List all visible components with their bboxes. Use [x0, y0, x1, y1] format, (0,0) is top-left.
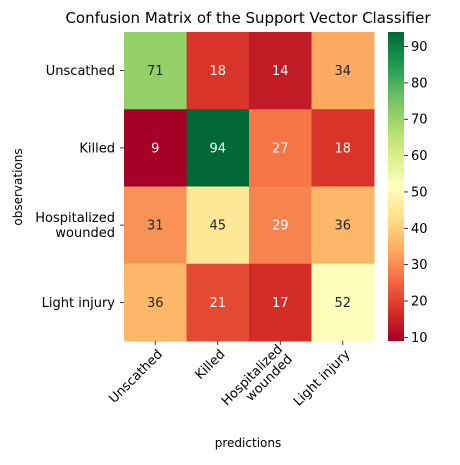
colorbar-tick-label-6: 70: [411, 113, 428, 128]
colorbar-tick-label-5: 60: [411, 149, 428, 164]
cell-value-label-r1-c2: 27: [272, 141, 289, 156]
colorbar-tick-label-1: 20: [411, 295, 428, 310]
heatmap-cell-r0-c2: [249, 32, 312, 110]
colorbar-tick-label-8: 90: [411, 40, 428, 55]
heatmap-cell-r0-c0: [124, 32, 187, 110]
colorbar-tick-label-3: 40: [411, 222, 428, 237]
row-tick-labels: Unscathed Killed Hospitalized wounded Light …: [35, 64, 124, 311]
row-tick-label-1: Killed: [79, 141, 115, 156]
colorbar-ticks: 10 20 30 40 50 60 70 80 90: [404, 40, 428, 346]
colorbar-tick-label-7: 80: [411, 76, 428, 91]
cell-value-label-r0-c3: 34: [334, 64, 351, 79]
cell-value-label-r2-c3: 36: [334, 219, 351, 234]
heatmap-cell-r0-c1: [186, 32, 250, 110]
cell-value-labels: 71 18 14 34 9 94 27 18 31 45 29 36 36 21 17 52: [147, 64, 351, 311]
heatmap-cell-r1-c0: [124, 109, 187, 187]
column-tick-label-0: Unscathed: [106, 347, 166, 407]
colorbar-tick-label-0: 10: [411, 331, 428, 346]
row-tick-label-3: Light injury: [42, 296, 116, 311]
heatmap-cell-r3-c3: [311, 263, 375, 342]
cell-value-label-r0-c0: 71: [147, 64, 164, 79]
colorbar-tick-label-4: 50: [411, 185, 428, 200]
cell-value-label-r3-c2: 17: [272, 296, 289, 311]
heatmap-cells: [124, 32, 375, 342]
heatmap-cell-r3-c0: [124, 263, 187, 342]
row-tick-label-0: Unscathed: [46, 64, 115, 79]
column-tick-label-1: Killed: [193, 347, 229, 383]
heatmap-cell-r1-c1: [186, 109, 250, 187]
heatmap-cell-r2-c1: [186, 186, 250, 265]
cell-value-label-r2-c0: 31: [147, 219, 164, 234]
heatmap-cell-r2-c3: [311, 186, 375, 265]
heatmap-cell-r2-c2: [249, 186, 312, 265]
cell-value-label-r2-c2: 29: [272, 219, 289, 234]
heatmap-cell-r0-c3: [311, 32, 375, 110]
cell-value-label-r3-c3: 52: [334, 296, 351, 311]
cell-value-label-r2-c1: 45: [209, 219, 226, 234]
cell-value-label-r1-c0: 9: [151, 141, 159, 156]
cell-value-label-r3-c1: 21: [209, 296, 226, 311]
column-tick-label-3: Light injury: [291, 347, 354, 410]
row-tick-label-2: Hospitalized wounded: [35, 211, 115, 241]
heatmap-cell-r1-c2: [249, 109, 312, 187]
heatmap-cell-r3-c1: [186, 263, 250, 342]
cell-value-label-r0-c1: 18: [209, 64, 226, 79]
column-tick-label-2: Hospitalizedwounded: [219, 342, 296, 419]
column-tick-labels: Unscathed KilledHospitalizedwoundedLight …: [106, 341, 354, 419]
y-axis-label: observations: [11, 148, 25, 225]
heatmap-cell-r1-c3: [311, 109, 375, 187]
cell-value-label-r1-c1: 94: [209, 141, 226, 156]
x-axis-label: predictions: [215, 436, 281, 450]
colorbar: [388, 32, 404, 341]
heatmap-cell-r2-c0: [124, 186, 187, 265]
cell-value-label-r1-c3: 18: [334, 141, 351, 156]
cell-value-label-r0-c2: 14: [272, 64, 289, 79]
cell-value-label-r3-c0: 36: [147, 296, 164, 311]
chart-title: Confusion Matrix of the Support Vector C…: [65, 9, 431, 27]
colorbar-tick-label-2: 30: [411, 258, 428, 273]
heatmap-cell-r3-c2: [249, 263, 312, 342]
